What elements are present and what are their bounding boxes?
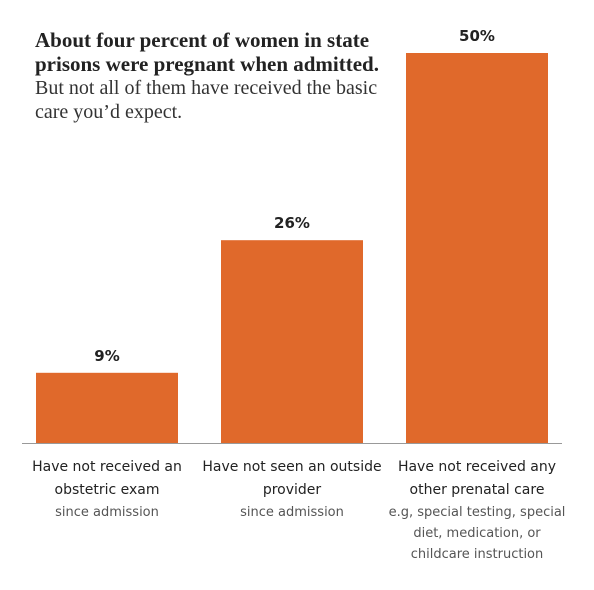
category-label: Have not received any other prenatal car… [382,456,572,565]
value-label: 26% [274,214,310,232]
category-note: e.g, special testing, special diet, medi… [388,505,566,562]
category-name: Have not received an obstetric exam [32,459,182,498]
category-label: Have not seen an outside provider since a… [197,456,387,523]
category-label: Have not received an obstetric exam since… [12,456,202,523]
value-label: 50% [459,27,495,45]
category-note: since admission [55,505,159,520]
header: About four percent of women in state pri… [35,28,405,124]
category-note: since admission [240,505,344,520]
category-name: Have not seen an outside provider [202,459,382,498]
bar [406,53,548,443]
bar [221,240,363,443]
chart-subtitle: But not all of them have received the ba… [35,77,378,123]
chart-title: About four percent of women in state pri… [35,28,379,76]
category-name: Have not received any other prenatal car… [397,459,557,498]
value-label: 9% [94,347,119,365]
bar [36,372,178,443]
